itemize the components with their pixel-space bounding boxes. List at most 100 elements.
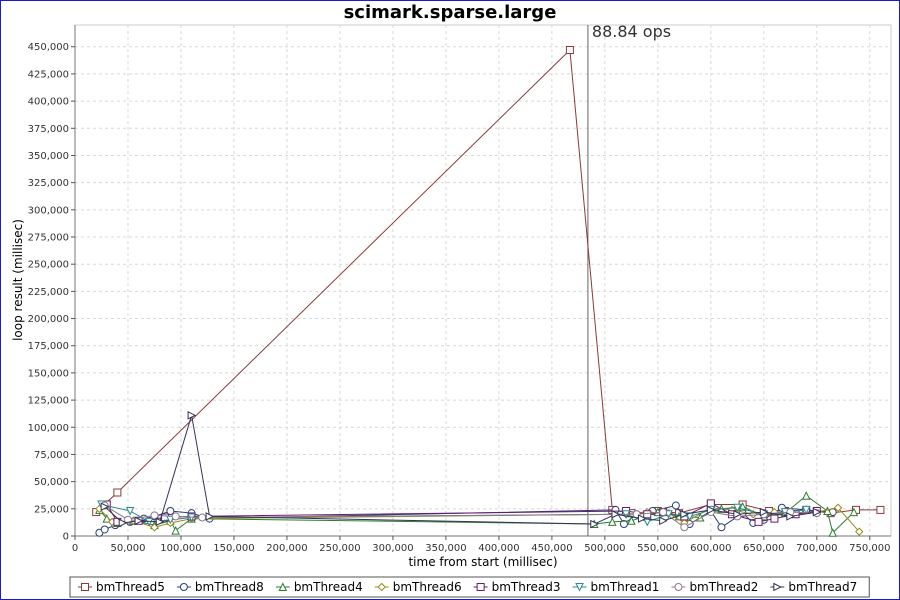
data-point <box>205 512 215 521</box>
data-point <box>590 519 599 529</box>
y-tick-label: 300,000 <box>28 205 69 216</box>
y-tick-label: 150,000 <box>28 368 69 379</box>
y-tick-label: 350,000 <box>28 151 69 162</box>
y-axis-ticks: 0 25,000 50,000 75,000 100,000 125,000 150,000… <box>28 42 75 543</box>
series-bmThread7 <box>100 411 822 529</box>
legend-label: bmThread7 <box>788 580 857 594</box>
legend-label: bmThread5 <box>96 580 165 594</box>
y-tick-label: 275,000 <box>28 233 69 244</box>
legend-swatch-marker <box>773 582 782 592</box>
data-point <box>680 509 689 519</box>
data-point <box>706 505 716 515</box>
y-tick-label: 125,000 <box>28 396 69 407</box>
x-tick-label: 250,000 <box>319 543 360 554</box>
legend-label: bmThread2 <box>689 580 758 594</box>
data-point <box>754 517 763 526</box>
data-point <box>198 513 207 522</box>
y-tick-label: 200,000 <box>28 314 69 325</box>
data-point <box>150 511 159 520</box>
y-tick-label: 175,000 <box>28 341 69 352</box>
axes <box>74 25 891 537</box>
data-point <box>733 503 742 513</box>
data-point <box>118 518 128 528</box>
x-tick-label: 0 <box>72 543 78 554</box>
x-tick-label: 350,000 <box>425 543 466 554</box>
y-tick-label: 450,000 <box>28 42 69 53</box>
data-point <box>823 506 832 515</box>
x-tick-label: 650,000 <box>743 543 784 554</box>
data-point <box>611 509 621 519</box>
legend-swatch-marker <box>377 582 386 592</box>
data-point <box>770 514 779 523</box>
legend-entry: bmThread4 <box>275 580 363 594</box>
ops-marker-label: 88.84 ops <box>592 22 671 41</box>
legend-label: bmThread8 <box>195 580 264 594</box>
data-point <box>833 503 843 512</box>
y-tick-label: 250,000 <box>28 260 69 271</box>
data-point <box>607 517 617 526</box>
data-point <box>100 525 109 534</box>
data-point <box>706 499 715 508</box>
legend-swatch-marker <box>575 583 584 592</box>
legend-swatch-marker <box>179 583 188 591</box>
x-tick-label: 550,000 <box>637 543 678 554</box>
legend-label: bmThread1 <box>591 580 660 594</box>
data-point <box>171 525 180 535</box>
data-point <box>671 501 680 510</box>
data-point <box>828 528 838 537</box>
legend-swatch-marker <box>674 583 683 591</box>
data-point <box>187 411 197 420</box>
legend-entry: bmThread6 <box>374 580 462 594</box>
data-point <box>171 512 180 521</box>
y-tick-label: 400,000 <box>28 97 69 108</box>
data-point <box>717 523 726 532</box>
data-point <box>659 516 668 526</box>
data-point <box>801 491 811 500</box>
data-point <box>659 508 668 517</box>
legend-entry: bmThread2 <box>671 580 758 594</box>
data-point <box>812 507 822 517</box>
data-point <box>643 510 652 519</box>
data-point <box>125 506 135 516</box>
data-point <box>166 506 175 515</box>
data-point <box>155 517 165 527</box>
data-point <box>733 509 742 519</box>
chart-title: scimark.sparse.large <box>344 2 557 23</box>
series-line-bmThread7 <box>104 415 817 525</box>
y-tick-label: 100,000 <box>28 423 69 434</box>
x-axis-label: time from start (millisec) <box>408 555 557 569</box>
data-point <box>876 505 885 514</box>
data-point <box>786 512 795 521</box>
y-axis-label: loop result (millisec) <box>11 219 25 341</box>
data-point <box>565 46 574 55</box>
ops-marker: 88.84 ops <box>587 22 671 536</box>
data-point <box>637 514 647 523</box>
y-tick-label: 0 <box>63 532 69 543</box>
legend: bmThread5 bmThread8 bmThread4 bmThread6 bmTh… <box>69 576 870 598</box>
grid-lines <box>74 25 891 537</box>
legend-box <box>69 576 870 598</box>
legend-label: bmThread6 <box>393 580 462 594</box>
data-point <box>680 523 689 532</box>
plot-area <box>74 24 892 537</box>
legend-swatch-marker <box>278 582 288 591</box>
x-tick-label: 700,000 <box>796 543 837 554</box>
y-tick-label: 75,000 <box>34 450 69 461</box>
y-tick-label: 225,000 <box>28 287 69 298</box>
x-tick-label: 150,000 <box>213 543 254 554</box>
y-tick-label: 25,000 <box>34 504 69 515</box>
legend-swatch-marker <box>476 583 485 591</box>
data-point <box>801 505 811 515</box>
data-point <box>123 515 132 524</box>
y-tick-label: 50,000 <box>34 477 69 488</box>
x-axis-ticks: 0 50,000 100,000 150,000 200,000 250,000 300,0… <box>72 536 890 554</box>
y-tick-label: 375,000 <box>28 124 69 135</box>
y-tick-label: 425,000 <box>28 69 69 80</box>
data-point <box>855 527 864 536</box>
legend-entry: bmThread3 <box>473 580 561 594</box>
data-point <box>100 502 110 511</box>
legend-entry: bmThread1 <box>572 580 660 594</box>
x-tick-label: 750,000 <box>849 543 890 554</box>
x-tick-label: 450,000 <box>531 543 572 554</box>
